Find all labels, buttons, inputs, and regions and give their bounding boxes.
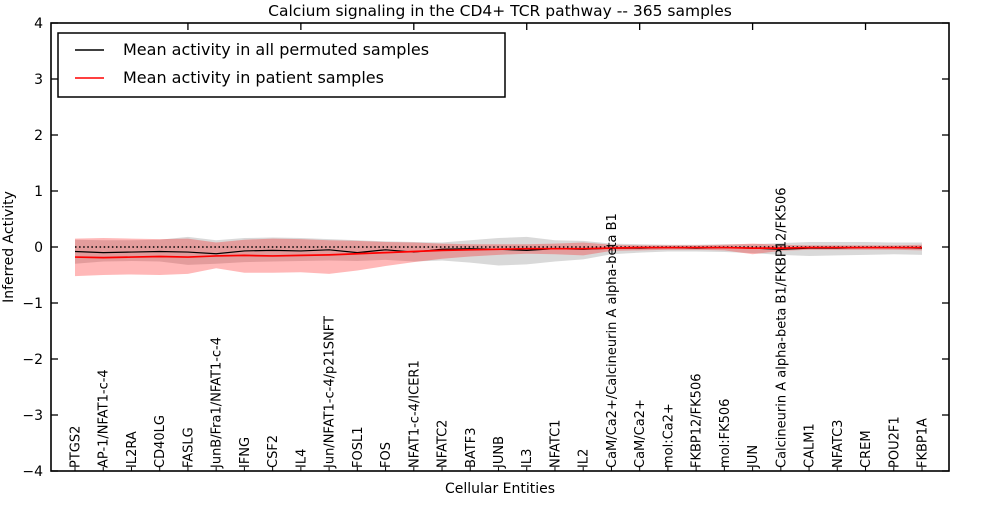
x-tick-label: CREM — [859, 430, 874, 468]
x-tick-label: POU2F1 — [887, 416, 902, 468]
x-tick-label: IL2RA — [125, 431, 140, 468]
x-tick-label: CSF2 — [266, 435, 281, 468]
y-tick-label: −1 — [22, 296, 43, 312]
y-tick-label: 3 — [34, 72, 43, 88]
x-tick-label: NFAT1-c-4/ICER1 — [407, 360, 422, 468]
x-tick-label: BATF3 — [464, 428, 479, 469]
x-tick-label: FKBP12/FK506 — [690, 374, 705, 469]
y-tick-labels: 4 3 2 1 0 −1 −2 −3 −4 — [22, 16, 43, 480]
y-tick-label: −2 — [22, 352, 43, 368]
x-tick-label: CALM1 — [803, 423, 818, 468]
x-tick-label: mol:Ca2+ — [661, 403, 676, 468]
y-tick-label: −4 — [22, 464, 43, 480]
x-tick-label: JUNB — [492, 436, 507, 469]
x-tick-label: IL3 — [520, 449, 535, 468]
y-tick-label: 1 — [34, 184, 43, 200]
x-tick-label: JunB/Fra1/NFAT1-c-4 — [210, 337, 225, 469]
x-tick-label: FOSL1 — [351, 427, 366, 468]
x-tick-labels: PTGS2 AP-1/NFAT1-c-4 IL2RA CD40LG FASLG JunB/… — [69, 188, 931, 469]
legend-label-permuted: Mean activity in all permuted samples — [123, 40, 429, 59]
y-tick-label: 4 — [34, 16, 43, 32]
x-tick-label: NFATC2 — [436, 420, 451, 468]
x-tick-label: JUN — [746, 445, 761, 469]
chart-title: Calcium signaling in the CD4+ TCR pathwa… — [268, 2, 732, 20]
x-axis-label: Cellular Entities — [445, 481, 555, 497]
x-tick-label: AP-1/NFAT1-c-4 — [97, 369, 112, 468]
x-tick-label: FOS — [379, 442, 394, 468]
x-tick-label: Calcineurin A alpha-beta B1/FKBP12/FK506 — [774, 188, 789, 468]
x-tick-label: IL4 — [294, 449, 309, 468]
x-tick-label: CaM/Ca2+ — [633, 399, 648, 468]
y-axis-label: Inferred Activity — [1, 191, 17, 303]
x-tick-label: IL2 — [577, 449, 592, 468]
x-tick-label: Jun/NFAT1-c-4/p21SNFT — [323, 316, 338, 469]
x-tick-label: PTGS2 — [69, 426, 84, 468]
y-tick-label: −3 — [22, 408, 43, 424]
axes-frame — [50, 22, 950, 472]
legend-box — [57, 32, 506, 98]
x-tick-label: FKBP1A — [916, 418, 931, 468]
y-tick-label: 2 — [34, 128, 43, 144]
x-tick-label: CaM/Ca2+/Calcineurin A alpha-beta B1 — [605, 213, 620, 468]
series-lines — [74, 246, 923, 259]
legend: Mean activity in all permuted samples Me… — [57, 32, 506, 98]
x-tick-label: FASLG — [181, 427, 196, 468]
legend-label-patient: Mean activity in patient samples — [123, 68, 384, 87]
x-tick-label: IFNG — [238, 437, 253, 468]
x-tick-label: mol:FK506 — [718, 399, 733, 468]
x-tick-label: CD40LG — [153, 415, 168, 468]
x-tick-label: NFATC1 — [548, 420, 563, 468]
x-tick-label: NFATC3 — [831, 420, 846, 468]
patient-mean-line — [74, 246, 922, 259]
permuted-spread-band — [75, 236, 922, 266]
y-tick-label: 0 — [34, 240, 43, 256]
